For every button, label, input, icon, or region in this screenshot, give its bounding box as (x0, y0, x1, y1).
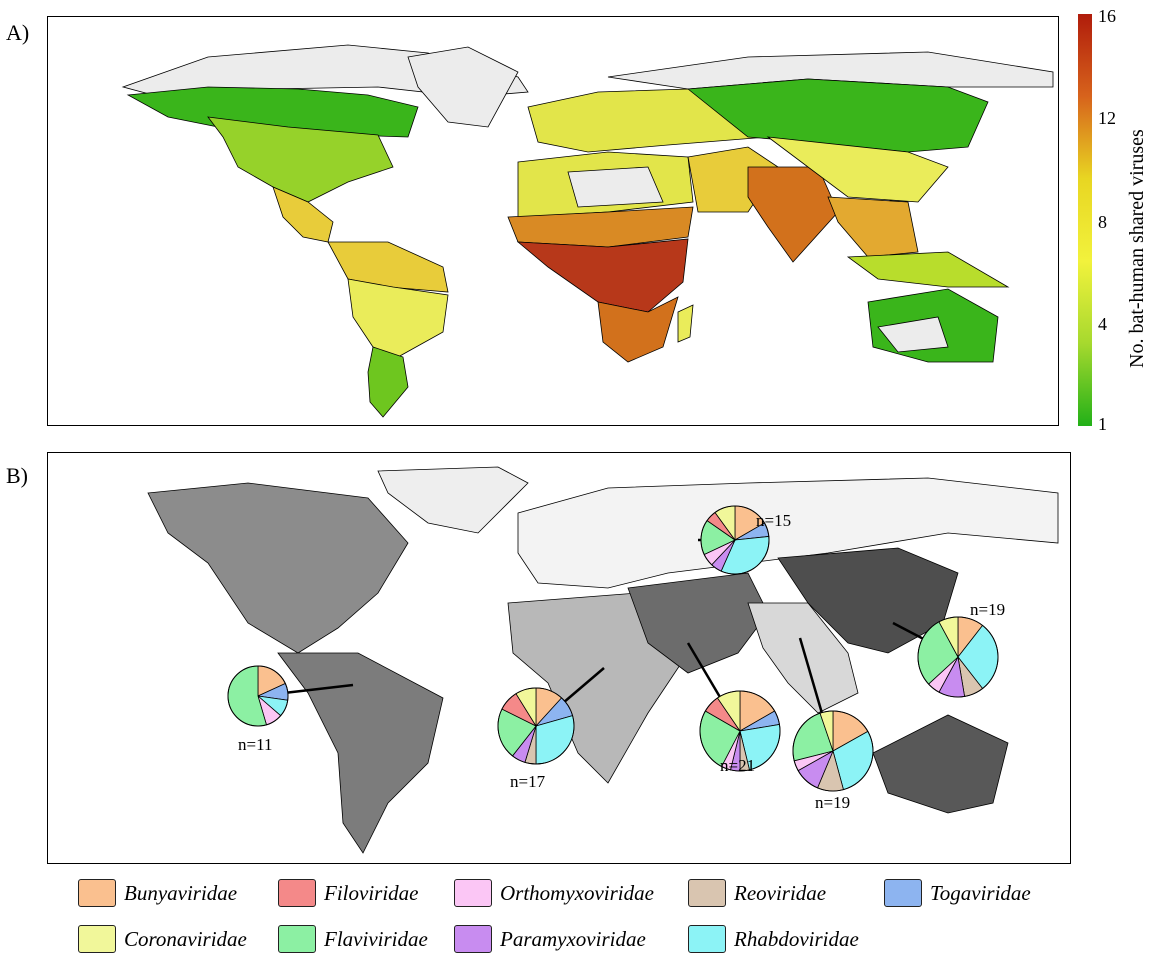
legend-label: Bunyaviridae (124, 880, 238, 905)
pie-label-east-africa: n=21 (720, 756, 756, 775)
richness-region-southern_africa (597, 296, 679, 363)
panel-b-label: B) (6, 463, 28, 488)
legend-label: Rhabdoviridae (734, 926, 859, 951)
legend-swatch (78, 879, 116, 907)
legend-swatch (78, 925, 116, 953)
pie-label-east-asia: n=19 (970, 600, 1006, 619)
regional-region-south_asia (747, 602, 859, 714)
legend-item: Rhabdoviridae (688, 923, 859, 955)
colorbar-title: No. bat-human shared viruses (1126, 129, 1148, 368)
legend-label: Reoviridae (734, 880, 827, 905)
regional-map-canvas (147, 466, 1059, 854)
richness-region-madagascar (677, 304, 694, 343)
richness-region-boreal_north_america (126, 86, 419, 138)
legend-item: Bunyaviridae (78, 877, 237, 909)
pie-outline (227, 665, 289, 727)
legend-item: Coronaviridae (78, 923, 247, 955)
colorbar-tick-12: 12 (1098, 108, 1116, 128)
virus-family-legend: Bunyaviridae Filoviridae Orthomyxovirida… (78, 877, 1078, 957)
legend-item: Filoviridae (278, 877, 418, 909)
richness-map (47, 16, 1059, 426)
richness-region-arctic (407, 46, 519, 128)
regional-region-europe_russia (517, 477, 1059, 589)
pie-outline (497, 687, 575, 765)
richness-map-canvas (121, 44, 1054, 418)
pie-label-europe: n=15 (756, 511, 792, 530)
legend-label: Filoviridae (324, 880, 419, 905)
colorbar-gradient (1078, 14, 1092, 426)
legend-swatch (688, 879, 726, 907)
legend-swatch (454, 879, 492, 907)
legend-swatch (278, 925, 316, 953)
regional-region-north_america (147, 482, 409, 654)
panel-a-label: A) (6, 20, 30, 45)
colorbar-tick-8: 8 (1098, 212, 1107, 232)
pie-label-west-africa: n=17 (510, 772, 546, 791)
richness-region-india (747, 166, 839, 263)
regional-region-south_america (277, 652, 444, 854)
regional-region-east_asia (777, 547, 959, 654)
richness-region-northern_south_america (327, 241, 449, 293)
legend-swatch (454, 925, 492, 953)
legend-label: Orthomyxoviridae (500, 880, 654, 905)
colorbar-fill (1078, 14, 1092, 426)
richness-region-siberia (686, 78, 989, 153)
pie-label-americas: n=11 (238, 735, 273, 754)
legend-swatch (688, 925, 726, 953)
regional-region-middle_east (627, 572, 769, 674)
legend-swatch (884, 879, 922, 907)
legend-item: Paramyxoviridae (454, 923, 646, 955)
pie-outline (699, 690, 781, 772)
legend-item: Orthomyxoviridae (454, 877, 654, 909)
richness-region-temperate_north_america (207, 116, 394, 203)
regional-map (47, 452, 1071, 864)
richness-region-arctic (567, 166, 664, 208)
richness-region-central_africa (516, 238, 689, 313)
legend-item: Togaviridae (884, 877, 1031, 909)
legend-label: Paramyxoviridae (500, 926, 646, 951)
colorbar-tick-16: 16 (1098, 6, 1116, 26)
pie-outline (792, 710, 874, 792)
richness-region-southeast_asia (827, 196, 919, 258)
legend-swatch (278, 879, 316, 907)
legend-label: Togaviridae (930, 880, 1031, 905)
richness-region-indonesia (846, 251, 1010, 288)
regional-region-greenland (377, 466, 529, 534)
legend-label: Flaviviridae (324, 926, 428, 951)
legend-item: Flaviviridae (278, 923, 428, 955)
richness-region-amazon (347, 278, 449, 358)
pie-outline (917, 616, 999, 698)
colorbar-tick-4: 4 (1098, 314, 1107, 334)
pie-outline (700, 505, 770, 575)
legend-item: Reoviridae (688, 877, 826, 909)
richness-region-australia_interior (877, 316, 949, 353)
pie-label-south-asia: n=19 (815, 793, 851, 812)
legend-label: Coronaviridae (124, 926, 247, 951)
richness-region-southern_south_america (367, 346, 409, 418)
colorbar (1078, 14, 1092, 426)
richness-region-china (766, 136, 949, 203)
regional-region-australia (872, 714, 1009, 814)
colorbar-tick-1: 1 (1098, 414, 1107, 434)
